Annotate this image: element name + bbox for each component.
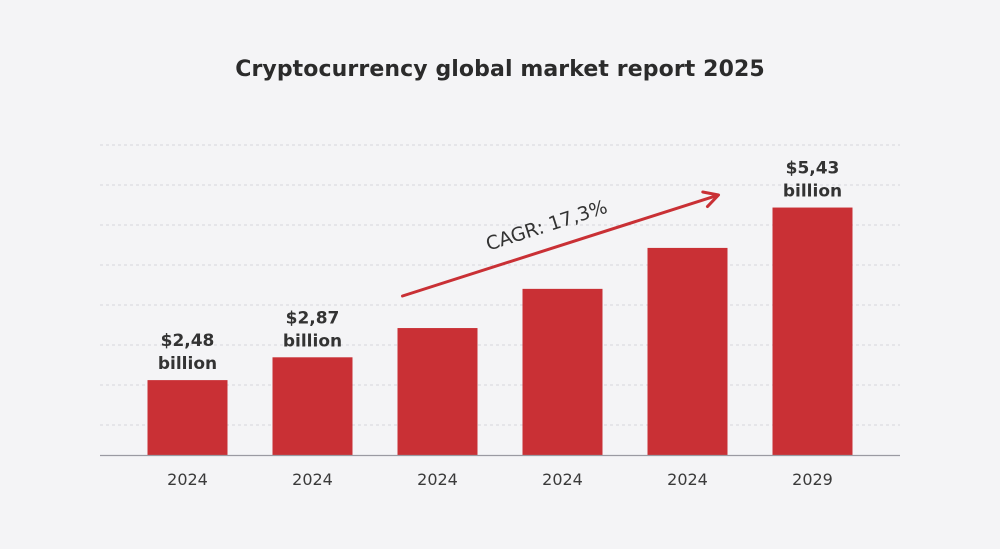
x-tick-label: 2024 bbox=[542, 470, 583, 489]
x-tick-label: 2024 bbox=[417, 470, 458, 489]
data-label-value: $2,48 bbox=[161, 331, 215, 351]
bar bbox=[397, 328, 478, 455]
data-label-value: $2,87 bbox=[286, 308, 340, 328]
bar bbox=[522, 288, 603, 455]
bar bbox=[772, 207, 853, 455]
data-label-unit: billion bbox=[158, 354, 217, 374]
cagr-arrow-line bbox=[401, 194, 716, 298]
data-label-value: $5,43 bbox=[786, 159, 840, 179]
bar bbox=[647, 247, 728, 455]
cagr-label: CAGR: 17,3% bbox=[483, 196, 610, 255]
x-tick-label: 2024 bbox=[667, 470, 708, 489]
data-label-unit: billion bbox=[283, 331, 342, 351]
x-tick-label: 2024 bbox=[292, 470, 333, 489]
bar bbox=[272, 357, 353, 455]
x-tick-label: 2029 bbox=[792, 470, 833, 489]
data-label-unit: billion bbox=[783, 182, 842, 202]
chart-title: Cryptocurrency global market report 2025 bbox=[235, 57, 765, 82]
cagr-arrow-head bbox=[701, 190, 720, 209]
x-tick-label: 2024 bbox=[167, 470, 208, 489]
bar bbox=[147, 380, 228, 455]
